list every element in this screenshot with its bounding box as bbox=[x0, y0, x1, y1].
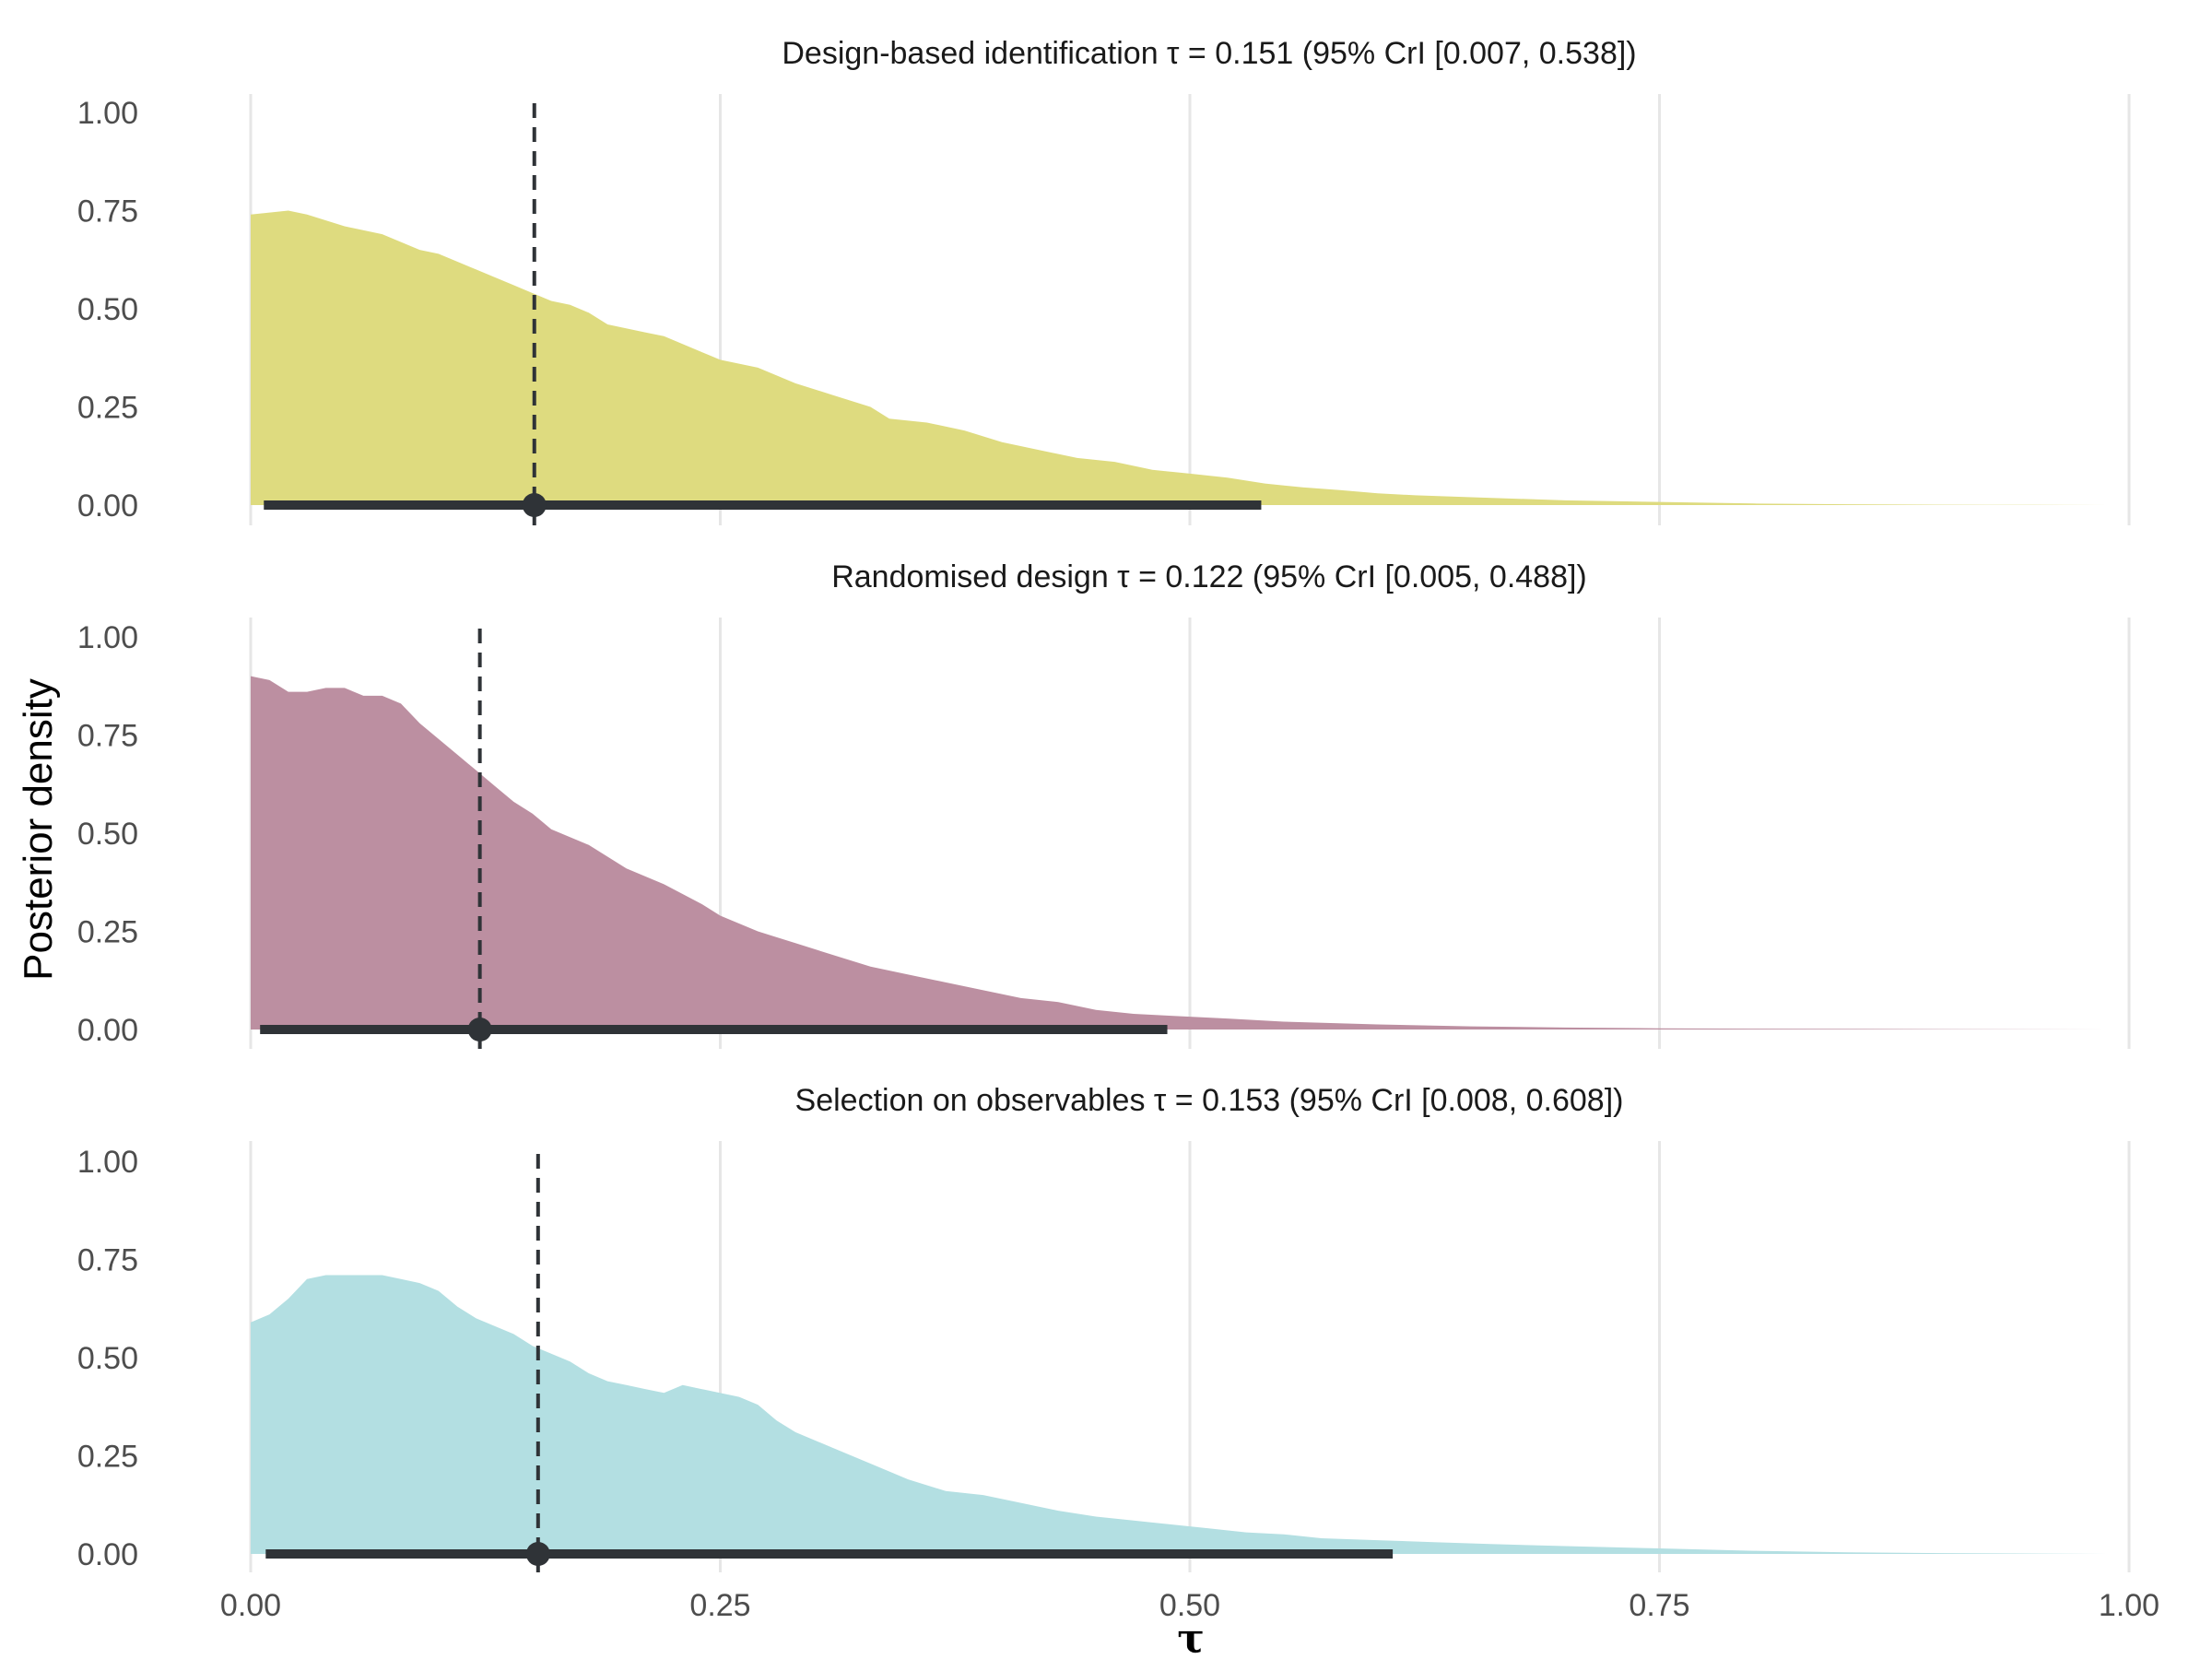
y-tick-label: 1.00 bbox=[77, 620, 138, 655]
x-tick-label: 0.25 bbox=[689, 1588, 750, 1623]
density-area bbox=[251, 1275, 2111, 1554]
y-tick-label: 0.25 bbox=[77, 391, 138, 426]
panel-title: Selection on observables τ = 0.153 (95% … bbox=[795, 1083, 1624, 1118]
y-tick-label: 1.00 bbox=[77, 1145, 138, 1180]
panel-title: Design-based identification τ = 0.151 (9… bbox=[782, 36, 1636, 71]
y-tick-label: 0.50 bbox=[77, 292, 138, 327]
y-tick-label: 1.00 bbox=[77, 96, 138, 131]
y-tick-label: 0.25 bbox=[77, 915, 138, 950]
x-tick-label: 0.75 bbox=[1629, 1588, 1689, 1623]
x-tick-label: 0.50 bbox=[1159, 1588, 1220, 1623]
median-point bbox=[525, 1542, 550, 1566]
y-tick-label: 0.00 bbox=[77, 1013, 138, 1048]
median-point bbox=[467, 1018, 492, 1041]
y-axis-title: Posterior density bbox=[16, 678, 61, 981]
x-tick-label: 1.00 bbox=[2099, 1588, 2159, 1623]
x-tick-label: 0.00 bbox=[220, 1588, 281, 1623]
median-point bbox=[522, 493, 547, 517]
y-tick-label: 0.75 bbox=[77, 1243, 138, 1278]
panel-title: Randomised design τ = 0.122 (95% CrI [0.… bbox=[831, 559, 1587, 594]
panel-selection-on-observables: Selection on observables τ = 0.153 (95% … bbox=[77, 1083, 2131, 1572]
panel-randomised-design: Randomised design τ = 0.122 (95% CrI [0.… bbox=[77, 559, 2131, 1049]
panel-design-based: Design-based identification τ = 0.151 (9… bbox=[77, 36, 2131, 525]
y-tick-label: 0.50 bbox=[77, 1341, 138, 1376]
x-axis: 0.00 0.25 0.50 0.75 1.00 bbox=[220, 1588, 2159, 1623]
y-tick-label: 0.75 bbox=[77, 194, 138, 229]
y-tick-label: 0.75 bbox=[77, 719, 138, 754]
x-axis-title: τ bbox=[1177, 1616, 1205, 1659]
density-area bbox=[251, 210, 2111, 505]
y-tick-label: 0.50 bbox=[77, 817, 138, 852]
y-tick-label: 0.00 bbox=[77, 1537, 138, 1572]
y-tick-label: 0.25 bbox=[77, 1440, 138, 1475]
density-area bbox=[251, 676, 2111, 1030]
y-tick-label: 0.00 bbox=[77, 488, 138, 524]
